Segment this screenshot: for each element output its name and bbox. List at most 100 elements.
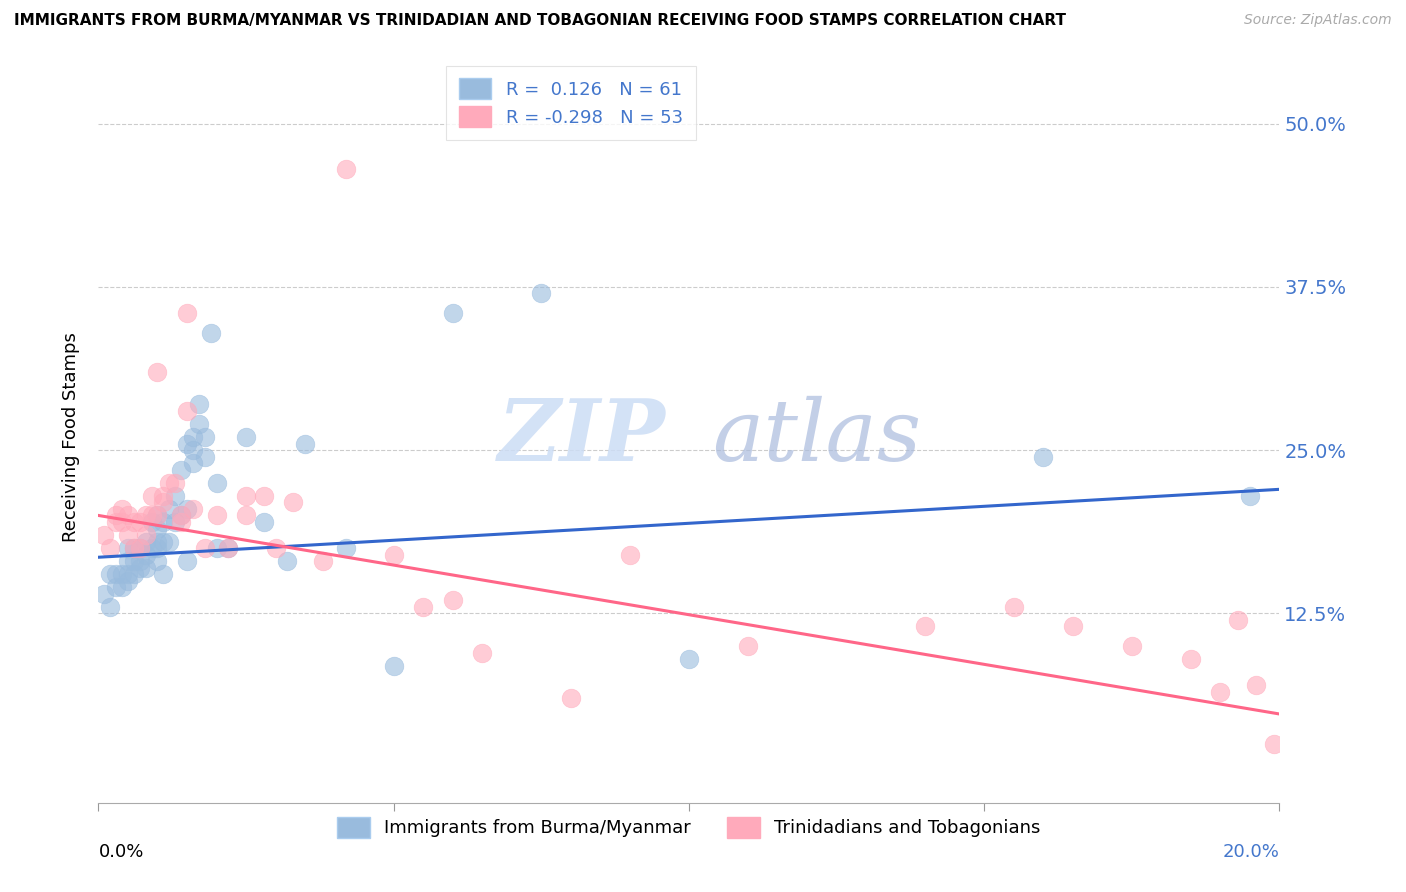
Point bbox=[170, 508, 193, 523]
Point bbox=[441, 593, 464, 607]
Point bbox=[187, 397, 209, 411]
Point bbox=[181, 502, 204, 516]
Point bbox=[187, 417, 209, 431]
Text: atlas: atlas bbox=[713, 396, 922, 478]
Point bbox=[335, 162, 357, 177]
Point bbox=[122, 567, 145, 582]
Point bbox=[117, 508, 139, 523]
Point bbox=[111, 580, 134, 594]
Point bbox=[135, 548, 157, 562]
Point bbox=[382, 548, 405, 562]
Point bbox=[441, 306, 464, 320]
Point bbox=[157, 534, 180, 549]
Point bbox=[205, 475, 228, 490]
Point bbox=[117, 567, 139, 582]
Point bbox=[152, 495, 174, 509]
Point bbox=[1032, 450, 1054, 464]
Point bbox=[122, 541, 145, 555]
Point bbox=[146, 365, 169, 379]
Point bbox=[217, 541, 239, 555]
Point bbox=[235, 508, 257, 523]
Point bbox=[194, 430, 217, 444]
Point bbox=[205, 508, 228, 523]
Point bbox=[146, 534, 169, 549]
Point bbox=[235, 430, 257, 444]
Point bbox=[1227, 613, 1250, 627]
Point bbox=[165, 515, 187, 529]
Point bbox=[253, 515, 276, 529]
Point bbox=[1062, 619, 1084, 633]
Point bbox=[122, 554, 145, 568]
Point bbox=[530, 286, 553, 301]
Point bbox=[122, 541, 145, 555]
Point bbox=[335, 541, 357, 555]
Text: ZIP: ZIP bbox=[498, 395, 665, 479]
Point bbox=[176, 436, 198, 450]
Point bbox=[1209, 685, 1232, 699]
Point bbox=[152, 489, 174, 503]
Point bbox=[176, 404, 198, 418]
Point bbox=[312, 554, 335, 568]
Point bbox=[253, 489, 276, 503]
Point bbox=[146, 554, 169, 568]
Point bbox=[560, 691, 582, 706]
Point bbox=[181, 443, 204, 458]
Point bbox=[93, 528, 115, 542]
Point bbox=[128, 541, 150, 555]
Point bbox=[1244, 678, 1267, 692]
Point bbox=[141, 541, 163, 555]
Point bbox=[471, 646, 494, 660]
Text: 20.0%: 20.0% bbox=[1223, 843, 1279, 861]
Point bbox=[111, 567, 134, 582]
Point bbox=[157, 475, 180, 490]
Point bbox=[98, 599, 121, 614]
Point bbox=[1180, 652, 1202, 666]
Point bbox=[619, 548, 641, 562]
Point bbox=[200, 326, 222, 340]
Point bbox=[128, 560, 150, 574]
Point bbox=[98, 541, 121, 555]
Point bbox=[235, 489, 257, 503]
Point bbox=[152, 567, 174, 582]
Legend: Immigrants from Burma/Myanmar, Trinidadians and Tobagonians: Immigrants from Burma/Myanmar, Trinidadi… bbox=[326, 806, 1052, 848]
Point bbox=[176, 306, 198, 320]
Point bbox=[165, 489, 187, 503]
Point bbox=[157, 502, 180, 516]
Point bbox=[382, 658, 405, 673]
Point bbox=[141, 489, 163, 503]
Point bbox=[412, 599, 434, 614]
Point bbox=[117, 554, 139, 568]
Point bbox=[217, 541, 239, 555]
Point bbox=[135, 528, 157, 542]
Point bbox=[181, 430, 204, 444]
Point bbox=[135, 560, 157, 574]
Point bbox=[117, 541, 139, 555]
Point bbox=[128, 515, 150, 529]
Point bbox=[105, 580, 128, 594]
Point bbox=[135, 508, 157, 523]
Point bbox=[914, 619, 936, 633]
Point bbox=[111, 515, 134, 529]
Text: 0.0%: 0.0% bbox=[98, 843, 143, 861]
Point bbox=[737, 639, 759, 653]
Point bbox=[283, 495, 305, 509]
Point bbox=[294, 436, 316, 450]
Point bbox=[146, 521, 169, 535]
Point bbox=[1002, 599, 1025, 614]
Point bbox=[176, 502, 198, 516]
Point bbox=[146, 508, 169, 523]
Point bbox=[135, 534, 157, 549]
Point bbox=[170, 508, 193, 523]
Point bbox=[105, 508, 128, 523]
Point bbox=[141, 508, 163, 523]
Point bbox=[146, 541, 169, 555]
Point bbox=[194, 541, 217, 555]
Point bbox=[146, 508, 169, 523]
Point bbox=[176, 554, 198, 568]
Point bbox=[205, 541, 228, 555]
Point bbox=[1263, 737, 1285, 751]
Point bbox=[117, 574, 139, 588]
Text: Source: ZipAtlas.com: Source: ZipAtlas.com bbox=[1244, 13, 1392, 28]
Point bbox=[141, 515, 163, 529]
Point bbox=[264, 541, 287, 555]
